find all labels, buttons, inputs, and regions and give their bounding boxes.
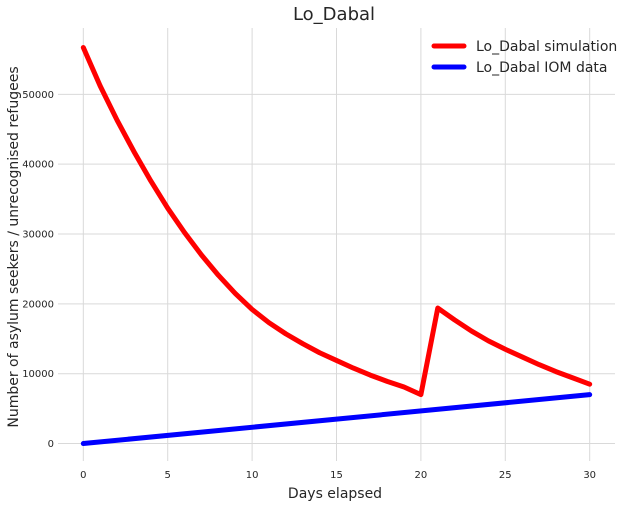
- series-line-2: [80, 392, 593, 447]
- x-tick-labels: 0 5 10 15 20 25 30: [80, 470, 596, 481]
- y-tick-label: 20000: [22, 299, 54, 310]
- x-axis-label: Days elapsed: [288, 486, 382, 502]
- x-tick-label: 0: [80, 470, 86, 481]
- y-tick-label: 30000: [22, 230, 54, 241]
- y-tick-label: 40000: [22, 160, 54, 171]
- series-line-1: [80, 45, 593, 398]
- x-tick-label: 5: [165, 470, 171, 481]
- y-tick-labels: 0 10000 20000 30000 40000 50000: [22, 90, 54, 450]
- legend: Lo_Dabal simulation Lo_Dabal IOM data: [431, 39, 617, 76]
- x-tick-label: 30: [583, 470, 596, 481]
- x-tick-label: 20: [415, 470, 428, 481]
- y-tick-label: 10000: [22, 369, 54, 380]
- chart-title: Lo_Dabal: [293, 4, 375, 25]
- y-tick-label: 0: [48, 439, 54, 450]
- grid-y: [58, 93, 615, 445]
- series-layer: [80, 45, 593, 447]
- y-axis-label: Number of asylum seekers / unrecognised …: [6, 66, 22, 427]
- x-tick-label: 10: [246, 470, 259, 481]
- grid-x: [82, 28, 591, 461]
- legend-label-2: Lo_Dabal IOM data: [476, 60, 608, 76]
- x-tick-label: 25: [499, 470, 512, 481]
- y-tick-label: 50000: [22, 90, 54, 101]
- legend-label-1: Lo_Dabal simulation: [476, 39, 617, 55]
- x-tick-label: 15: [330, 470, 343, 481]
